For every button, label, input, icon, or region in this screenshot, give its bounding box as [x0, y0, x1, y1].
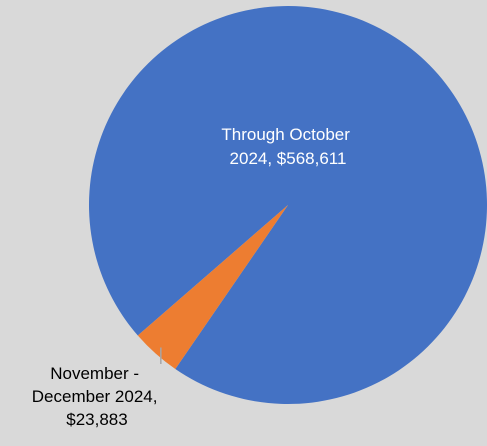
pie-slice-through-october — [89, 5, 487, 404]
slice-label-november-december-line-1: November - — [50, 364, 139, 383]
slice-label-november-december-line-2: December 2024, — [32, 387, 158, 406]
slice-label-through-october-line-2: 2024, $568,611 — [230, 149, 347, 168]
slice-label-through-october-line-1: Through October — [221, 125, 350, 144]
slice-label-november-december: November - December 2024, $23,883 — [32, 364, 162, 429]
pie-slice-november-december — [137, 205, 288, 370]
pie-slices — [89, 5, 487, 404]
slice-label-november-december-line-3: $23,883 — [66, 410, 127, 429]
slice-label-through-october: Through October 2024, $568,611 — [221, 125, 354, 168]
